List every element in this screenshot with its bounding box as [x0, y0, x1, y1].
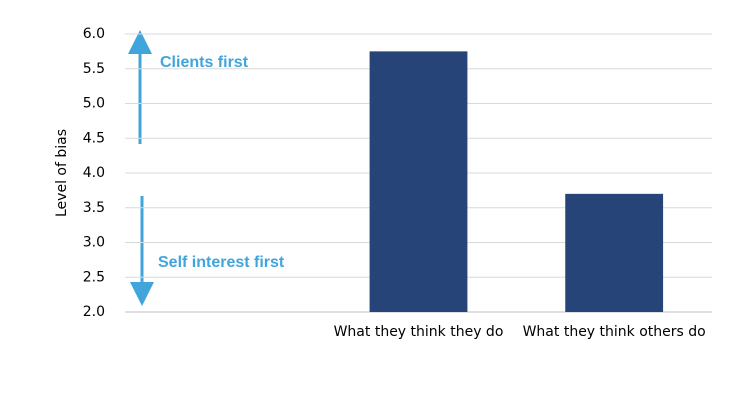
- y-tick-label: 4.5: [83, 130, 105, 146]
- y-tick-label: 5.0: [83, 96, 105, 112]
- y-tick-label: 2.0: [83, 304, 105, 320]
- annotation: Self interest first: [158, 254, 285, 271]
- bar: [369, 51, 468, 312]
- y-tick-label: 6.0: [83, 26, 105, 42]
- bar: [565, 193, 664, 312]
- y-axis-label: Level of bias: [54, 129, 70, 217]
- y-tick-label: 3.0: [83, 235, 105, 251]
- x-tick-label: What they think they do: [333, 324, 504, 340]
- annotation: Clients first: [160, 54, 249, 71]
- y-tick-label: 3.5: [83, 200, 105, 216]
- y-tick-label: 4.0: [83, 165, 105, 181]
- y-tick-label: 2.5: [83, 269, 105, 285]
- y-tick-label: 5.5: [83, 61, 105, 77]
- x-tick-label: What they think others do: [522, 324, 706, 340]
